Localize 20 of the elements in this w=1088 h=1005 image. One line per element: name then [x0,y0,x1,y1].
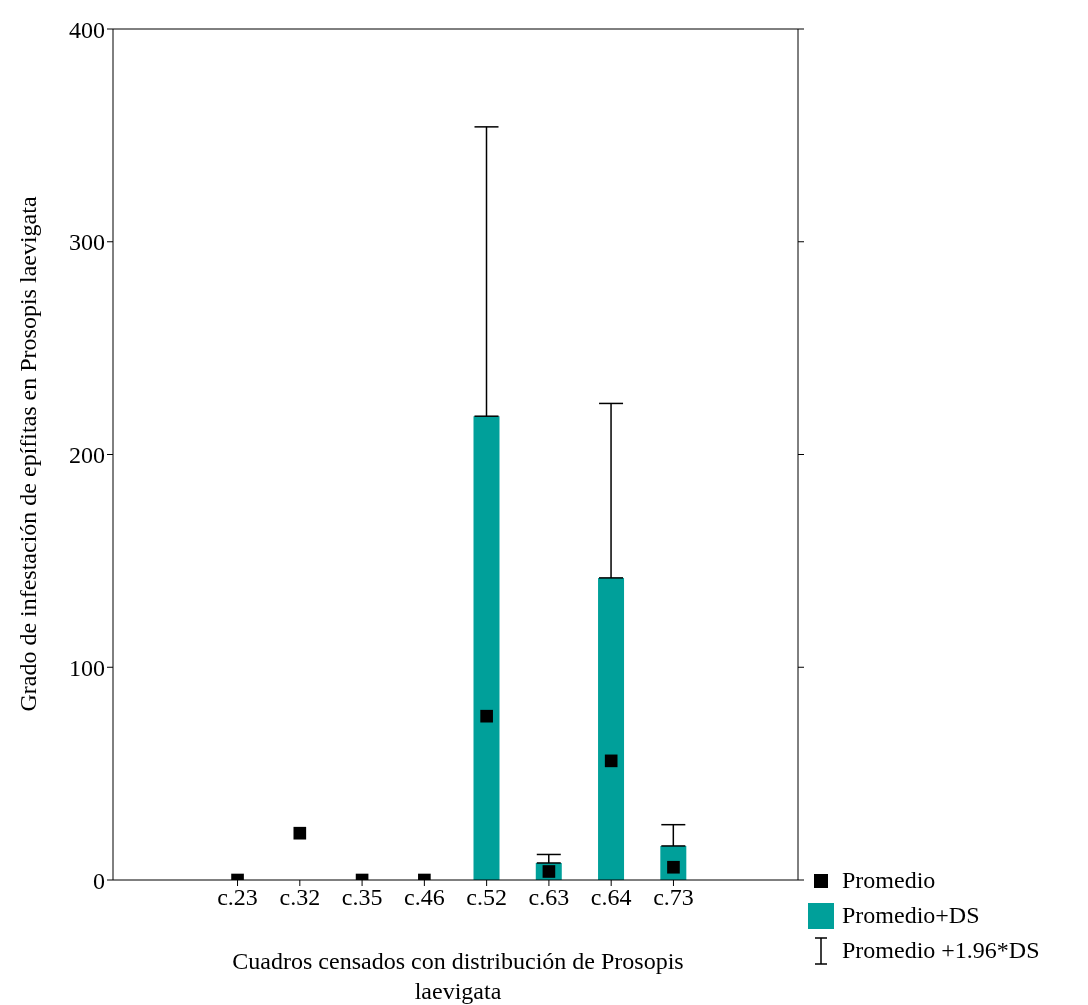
x-tick-label: c.52 [466,884,507,911]
x-tick-label: c.32 [279,884,321,911]
legend-label: Promedio+DS [842,901,980,930]
x-tick-label: c.23 [217,884,258,911]
bar [598,577,625,880]
x-tick-label: c.63 [528,884,570,911]
y-axis-title: Grado de infestación de epífitas en Prosopis laevigata [14,195,42,714]
x-tick-label: c.35 [341,884,383,911]
x-tick-label: c.73 [653,884,694,911]
y-tick-label: 300 [69,229,105,256]
y-tick-label: 400 [69,16,105,43]
y-tick-label: 0 [93,867,105,894]
x-tick-label: c.64 [590,884,632,911]
legend-label: Promedio [842,866,936,895]
text: Promedio +1.96*DS [842,936,1040,965]
y-tick-label: 200 [69,442,105,469]
y-tick-label: 100 [69,654,105,681]
x-tick-label: c.46 [404,884,445,911]
bar [473,416,500,880]
x-axis-title: Cuadros censados con distribución de Prosopis laevigata [231,947,685,1005]
